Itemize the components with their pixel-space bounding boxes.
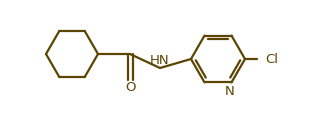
Text: Cl: Cl bbox=[265, 53, 278, 66]
Text: O: O bbox=[125, 81, 135, 94]
Text: HN: HN bbox=[150, 54, 170, 67]
Text: N: N bbox=[225, 84, 234, 97]
